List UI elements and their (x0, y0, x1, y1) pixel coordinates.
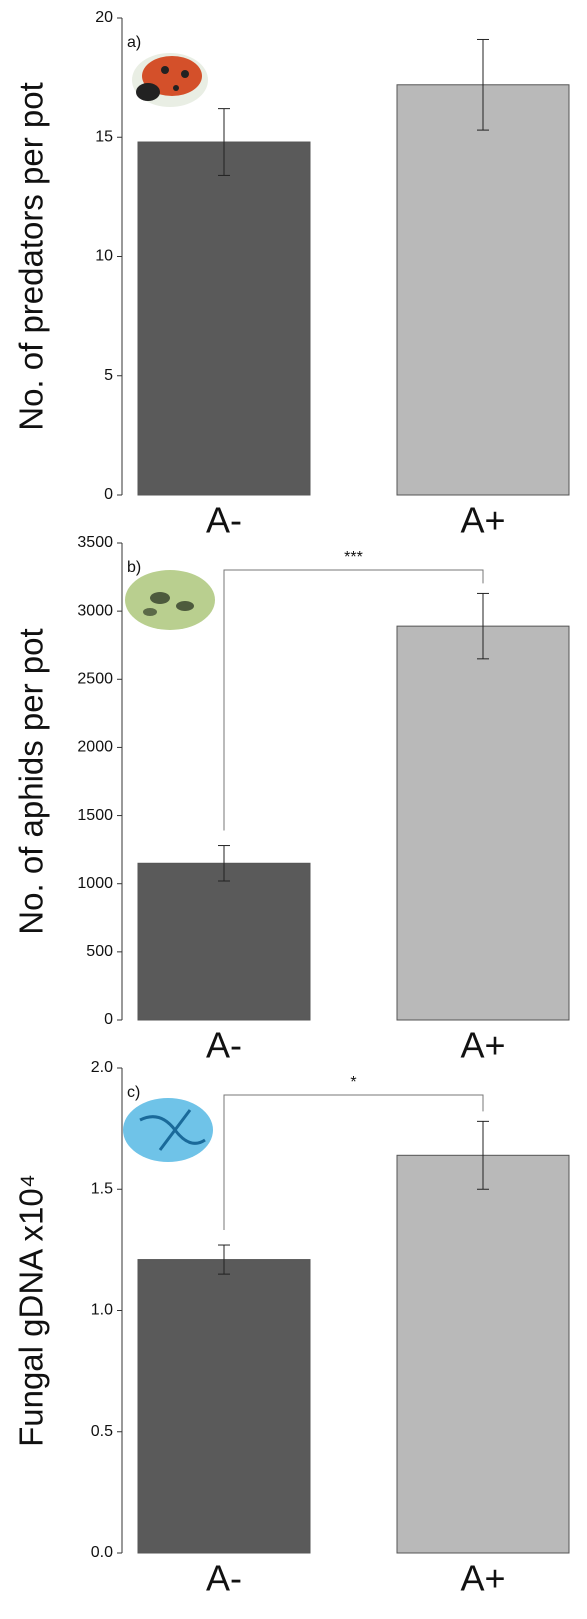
y-tick-label: 1.0 (91, 1302, 113, 1319)
x-tick-label: A+ (460, 500, 505, 541)
y-tick-label: 0.5 (91, 1423, 113, 1440)
y-tick-label: 3000 (77, 602, 113, 619)
x-tick-label: A- (206, 1558, 242, 1599)
bar (138, 142, 310, 495)
y-tick-label: 0.0 (91, 1544, 113, 1561)
panel-label: a) (127, 34, 141, 51)
y-tick-label: 1.5 (91, 1180, 113, 1197)
y-tick-label: 3500 (77, 534, 113, 551)
bar (397, 1155, 569, 1553)
y-tick-label: 2000 (77, 739, 113, 756)
bar (138, 863, 310, 1020)
y-tick-label: 5 (104, 367, 113, 384)
significance-label: * (350, 1074, 356, 1091)
x-tick-label: A+ (460, 1558, 505, 1599)
significance-label: *** (344, 549, 363, 566)
bar (397, 85, 569, 495)
y-tick-label: 0 (104, 1011, 113, 1028)
y-tick-label: 10 (95, 248, 113, 265)
y-tick-label: 1000 (77, 875, 113, 892)
figure: 0 5 10 15 20 No. of predators per pot a) A- A+ 0 5… (0, 0, 587, 1619)
panel-label: c) (127, 1084, 140, 1101)
ladybird-icon (132, 53, 208, 107)
x-tick-label: A- (206, 1025, 242, 1066)
aphid-icon (125, 570, 215, 630)
y-tick-label: 2500 (77, 671, 113, 688)
bar (138, 1260, 310, 1553)
fungus-icon (123, 1098, 213, 1162)
y-axis-label: No. of predators per pot (13, 82, 50, 431)
y-tick-label: 20 (95, 9, 113, 26)
y-tick-label: 15 (95, 128, 113, 145)
y-tick-label: 500 (86, 943, 113, 960)
y-tick-label: 0 (104, 486, 113, 503)
x-tick-label: A- (206, 500, 242, 541)
panel-label: b) (127, 559, 141, 576)
y-tick-label: 1500 (77, 807, 113, 824)
bar (397, 626, 569, 1020)
y-tick-label: 2.0 (91, 1059, 113, 1076)
x-tick-label: A+ (460, 1025, 505, 1066)
y-axis-label: No. of aphids per pot (13, 628, 50, 934)
y-axis-label: Fungal gDNA x10⁴ (13, 1174, 50, 1447)
